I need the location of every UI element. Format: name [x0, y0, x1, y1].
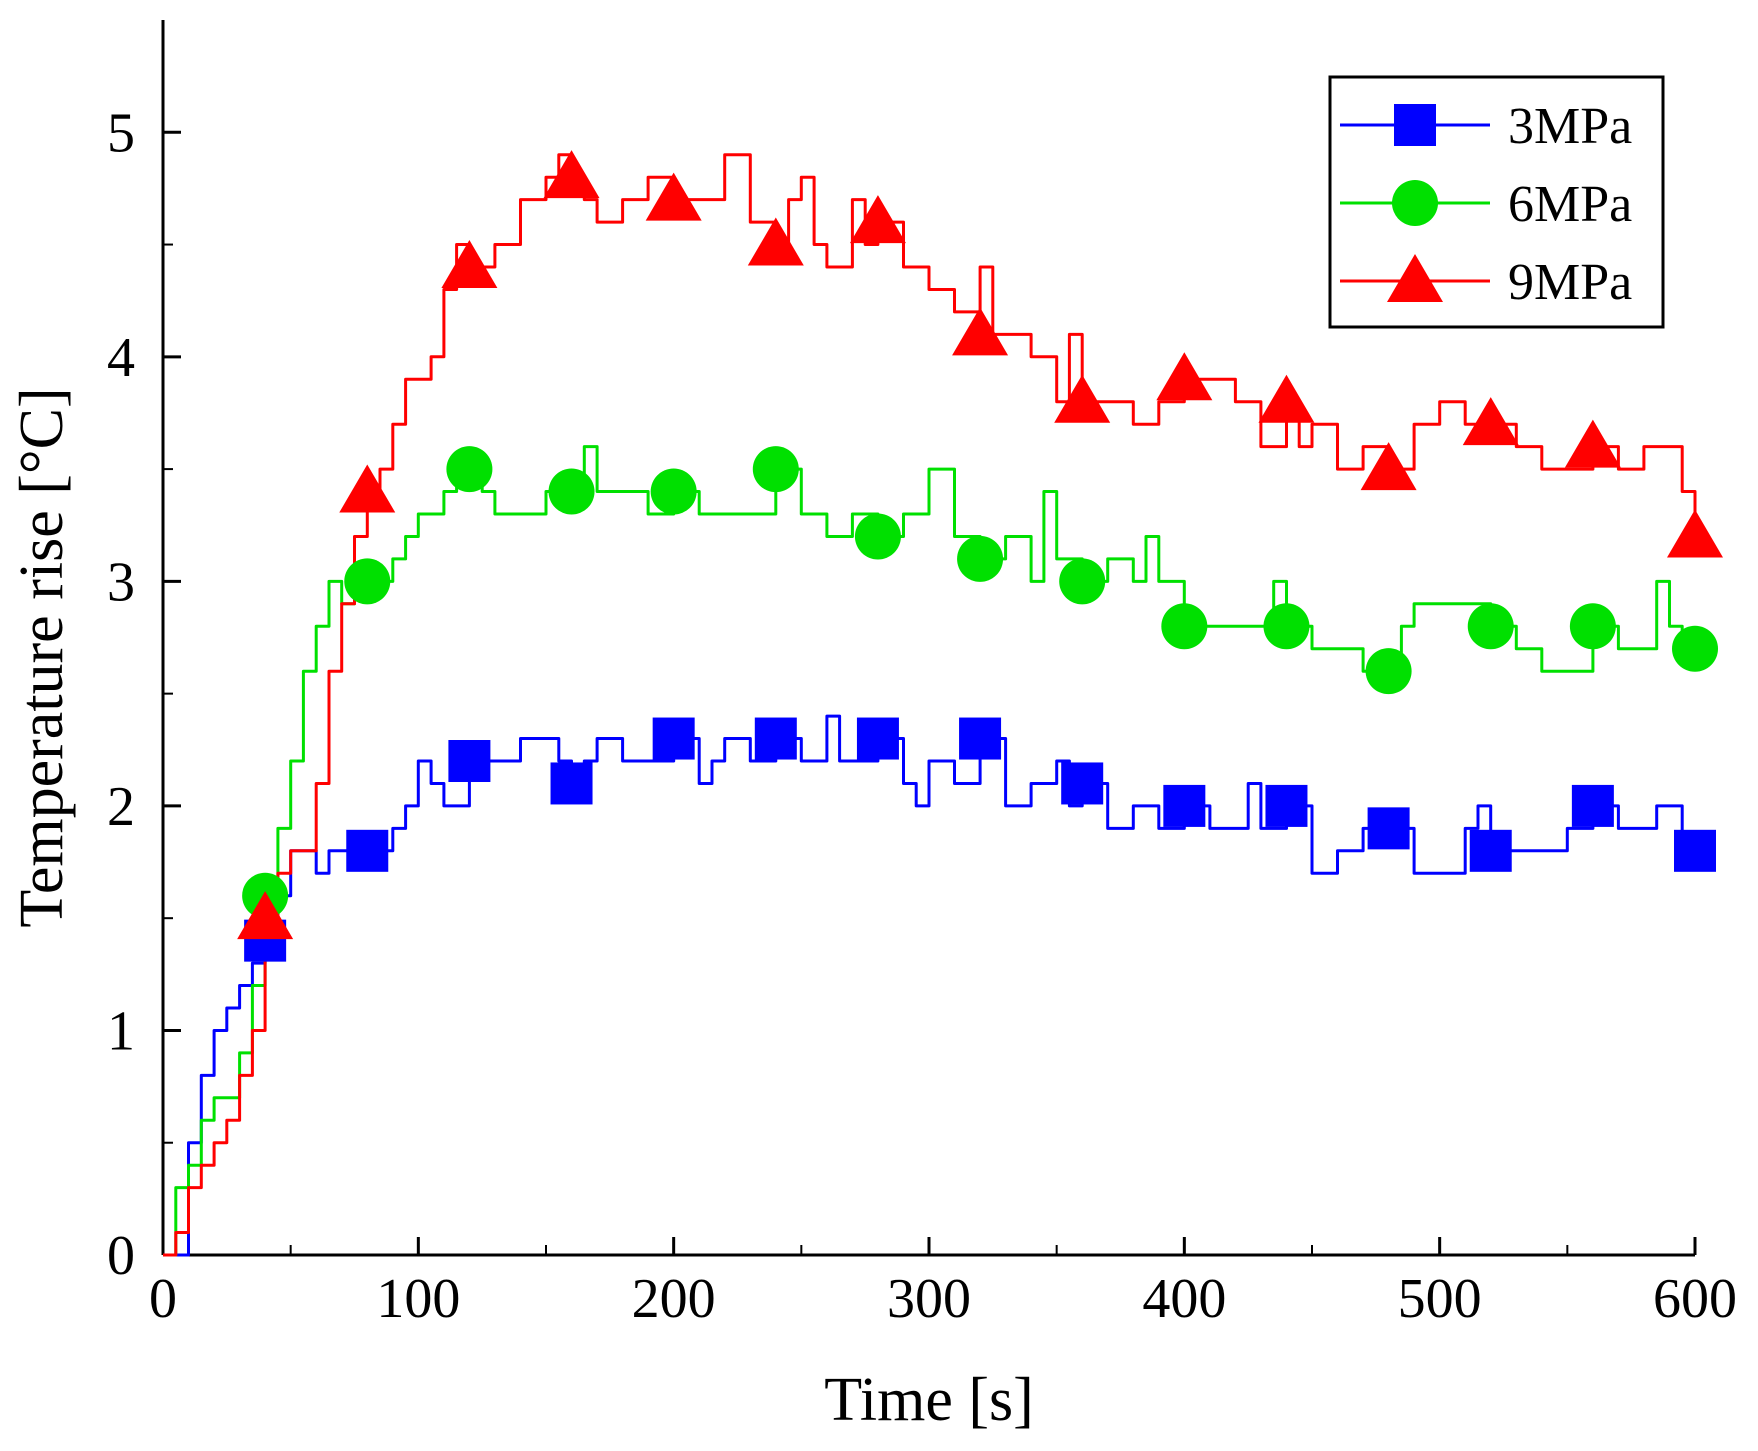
data-point-6MPa — [1365, 648, 1412, 695]
data-point-3MPa — [1163, 784, 1206, 827]
data-point-3MPa — [1674, 829, 1716, 872]
data-point-9MPa — [1564, 419, 1621, 468]
data-point-3MPa — [550, 762, 593, 805]
x-tick-label: 300 — [887, 1268, 971, 1330]
data-point-9MPa — [1667, 509, 1723, 558]
data-point-9MPa — [1360, 442, 1417, 491]
x-tick-label: 500 — [1398, 1268, 1482, 1330]
y-tick-label: 2 — [107, 776, 135, 838]
data-point-3MPa — [1061, 762, 1104, 805]
data-point-9MPa — [543, 150, 600, 199]
data-point-6MPa — [1263, 603, 1310, 650]
legend-label: 3MPa — [1508, 98, 1632, 155]
legend-marker-9MPa — [1387, 254, 1443, 302]
data-point-3MPa — [1571, 784, 1614, 827]
y-tick-label: 3 — [107, 551, 135, 613]
legend: 3MPa 6MPa 9MPa — [1328, 75, 1665, 329]
data-point-9MPa — [1462, 397, 1519, 446]
data-point-6MPa — [957, 535, 1004, 582]
data-point-9MPa — [1258, 374, 1315, 423]
data-point-6MPa — [548, 468, 595, 515]
data-point-9MPa — [339, 464, 396, 513]
data-point-3MPa — [856, 717, 899, 760]
data-point-9MPa — [237, 891, 294, 940]
data-point-9MPa — [747, 217, 804, 266]
y-tick-label: 4 — [107, 327, 135, 389]
legend-marker-6MPa — [1392, 180, 1438, 226]
data-point-6MPa — [1467, 603, 1514, 650]
x-tick-label: 400 — [1142, 1268, 1226, 1330]
data-point-6MPa — [1569, 603, 1616, 650]
data-point-3MPa — [754, 717, 797, 760]
data-point-9MPa — [849, 195, 906, 244]
data-point-3MPa — [652, 717, 695, 760]
data-point-6MPa — [1672, 625, 1718, 672]
data-point-9MPa — [1054, 374, 1111, 423]
axes: 0 100 200 300 400 500 600 0 1 2 3 4 5 — [107, 20, 1737, 1330]
data-point-3MPa — [1265, 784, 1308, 827]
data-point-3MPa — [1469, 829, 1512, 872]
x-axis-title: Time [s] — [824, 1366, 1034, 1434]
x-tick-label: 200 — [632, 1268, 716, 1330]
series-line-3MPa — [163, 714, 1695, 1257]
data-point-3MPa — [346, 829, 389, 872]
y-tick-label: 5 — [107, 102, 135, 164]
data-point-6MPa — [446, 446, 493, 493]
x-tick-label: 100 — [376, 1268, 460, 1330]
legend-label: 9MPa — [1508, 254, 1632, 311]
data-point-6MPa — [344, 558, 391, 605]
y-tick-label: 0 — [107, 1225, 135, 1287]
legend-marker-3MPa — [1394, 104, 1436, 146]
data-point-9MPa — [645, 172, 702, 221]
x-tick-label: 0 — [149, 1268, 177, 1330]
y-axis-title: Temperature rise [°C] — [8, 387, 76, 927]
data-point-6MPa — [1161, 603, 1208, 650]
data-point-6MPa — [752, 446, 799, 493]
data-point-3MPa — [959, 717, 1002, 760]
data-point-6MPa — [1059, 558, 1106, 605]
legend-label: 6MPa — [1508, 176, 1632, 233]
markers-layer — [237, 150, 1723, 962]
data-point-9MPa — [1156, 352, 1213, 401]
data-point-9MPa — [441, 240, 498, 288]
data-point-9MPa — [952, 307, 1009, 356]
x-tick-label: 600 — [1653, 1268, 1737, 1330]
y-tick-label: 1 — [107, 1000, 135, 1062]
data-point-3MPa — [448, 740, 491, 782]
data-point-6MPa — [650, 468, 697, 515]
series-line-9MPa — [163, 153, 1697, 1257]
series-line-6MPa — [163, 445, 1695, 1257]
data-point-3MPa — [1367, 807, 1410, 850]
data-point-6MPa — [854, 513, 901, 560]
